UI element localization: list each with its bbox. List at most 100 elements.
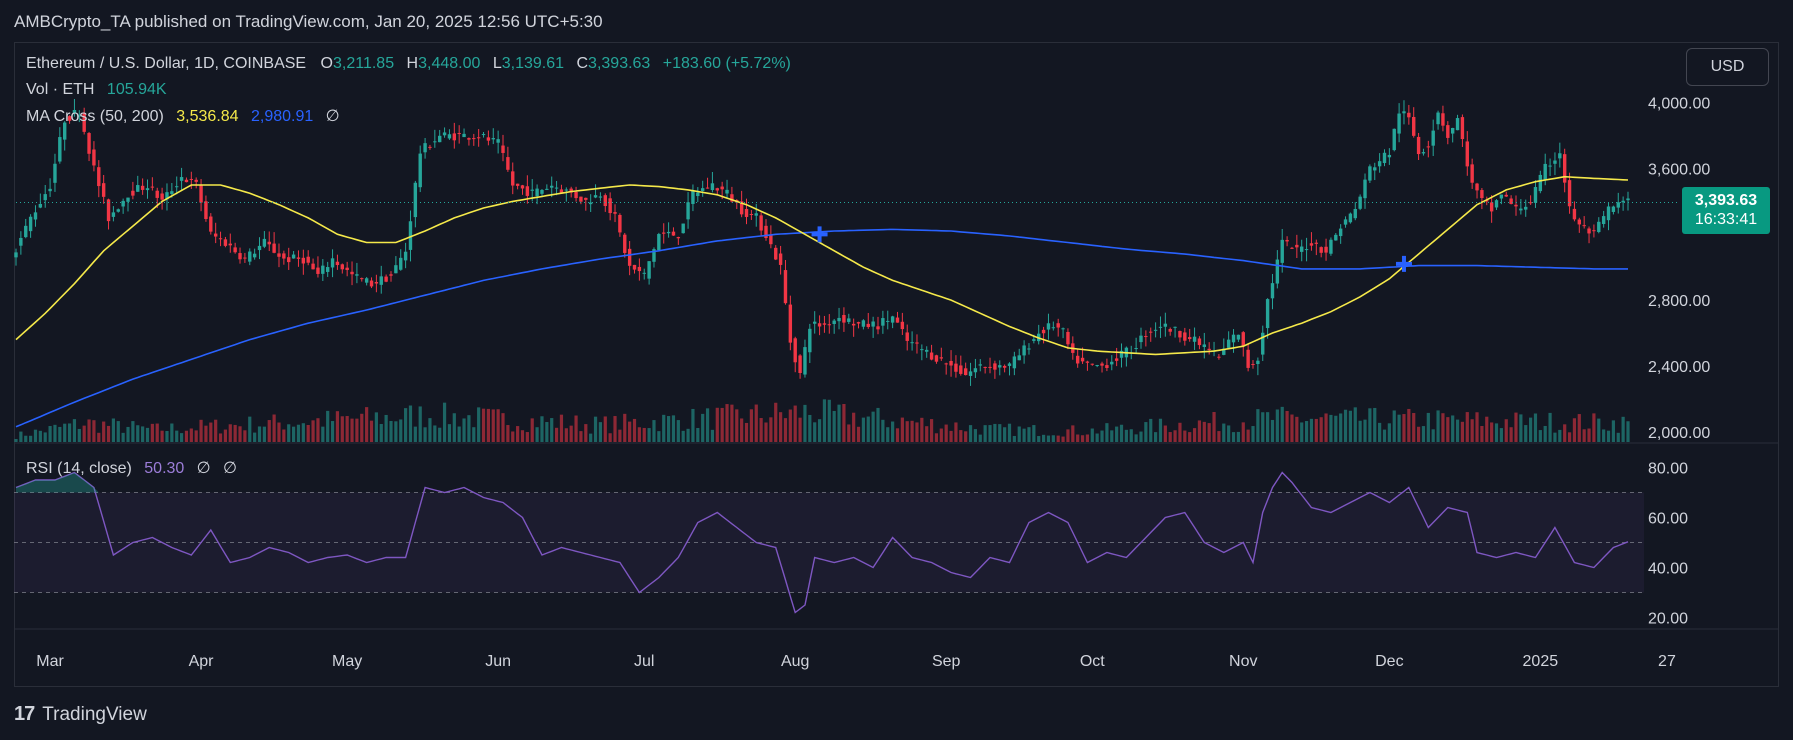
- volume-bar: [813, 422, 817, 442]
- volume-bar: [1475, 412, 1479, 442]
- candle-body: [126, 197, 130, 202]
- last-price-value: 3,393.63: [1694, 192, 1758, 209]
- volume-bar: [238, 426, 242, 442]
- volume-bar: [993, 423, 997, 442]
- rsi-tick-label: 40.00: [1648, 561, 1688, 578]
- volume-bar: [1188, 432, 1192, 442]
- candle-body: [399, 257, 403, 270]
- candle-body: [1285, 239, 1289, 242]
- volume-bar: [696, 427, 700, 442]
- volume-bar: [491, 409, 495, 442]
- candle-body: [1426, 146, 1431, 148]
- volume-bar: [769, 417, 773, 442]
- volume-bar: [452, 413, 456, 442]
- volume-bar: [793, 405, 797, 442]
- volume-bar: [715, 407, 719, 442]
- volume-bar: [808, 414, 812, 442]
- candle-body: [1407, 112, 1411, 118]
- volume-bar: [179, 433, 184, 442]
- volume-bar: [184, 430, 189, 442]
- low-value: 3,139.61: [501, 55, 565, 72]
- volume-bar: [681, 430, 685, 442]
- candle-body: [1197, 338, 1202, 346]
- volume-bar: [613, 416, 617, 442]
- volume-bar: [1300, 422, 1304, 442]
- footer-brand[interactable]: 17 TradingView: [14, 703, 147, 726]
- volume-label[interactable]: Vol · ETH: [26, 81, 95, 98]
- candle-body: [1046, 323, 1051, 330]
- volume-bar: [837, 404, 841, 442]
- symbol-label[interactable]: Ethereum / U.S. Dollar, 1D, COINBASE: [26, 55, 307, 72]
- candle-body: [710, 183, 715, 191]
- candle-body: [1192, 336, 1197, 342]
- candle-body: [369, 280, 374, 287]
- candle-body: [1470, 164, 1474, 183]
- volume-bar: [535, 427, 539, 442]
- volume-bar: [1421, 426, 1426, 442]
- candle-body: [131, 190, 135, 196]
- volume-bar: [637, 427, 641, 442]
- candle-body: [1275, 259, 1280, 284]
- volume-bar: [861, 417, 865, 442]
- volume-bar: [1241, 422, 1245, 442]
- volume-bar: [282, 429, 286, 442]
- volume-bar: [1149, 418, 1153, 442]
- volume-bar: [1051, 435, 1055, 442]
- candle-body: [623, 234, 627, 253]
- volume-bar: [822, 399, 827, 442]
- date-tick-label: Dec: [1375, 653, 1403, 670]
- volume-bar: [1124, 429, 1128, 442]
- volume-bar: [842, 403, 846, 442]
- volume-bar: [968, 425, 973, 442]
- volume-bar: [891, 421, 895, 442]
- volume-bar: [554, 427, 559, 442]
- volume-value: 105.94K: [106, 81, 167, 98]
- candle-body: [993, 363, 997, 370]
- volume-bar: [1363, 419, 1367, 442]
- candle-body: [954, 363, 958, 372]
- volume-bar: [900, 417, 904, 442]
- candle-body: [1621, 200, 1625, 203]
- rsi-tick-label: 60.00: [1648, 511, 1688, 528]
- candle-body: [657, 234, 661, 251]
- candle-body: [1558, 153, 1562, 159]
- candle-body: [218, 238, 223, 240]
- volume-bar: [481, 408, 486, 442]
- volume-bar: [1173, 430, 1177, 442]
- candle-body: [38, 203, 43, 208]
- candle-body: [92, 149, 96, 166]
- candle-body: [691, 190, 695, 204]
- ma-cross-label[interactable]: MA Cross (50, 200): [26, 108, 164, 125]
- currency-button[interactable]: USD: [1686, 48, 1769, 86]
- candle-body: [1280, 239, 1284, 263]
- volume-bar: [1100, 430, 1104, 442]
- volume-bar: [1032, 425, 1036, 442]
- volume-bar: [959, 430, 963, 442]
- volume-bar: [574, 415, 578, 442]
- volume-bar: [593, 416, 598, 442]
- date-tick-label: Apr: [189, 653, 215, 670]
- rsi-label[interactable]: RSI (14, close): [26, 460, 132, 477]
- volume-bar: [559, 414, 564, 442]
- candle-body: [788, 304, 793, 343]
- price-tick-label: 3,600.00: [1648, 162, 1710, 179]
- candle-body: [652, 249, 656, 262]
- candle-body: [676, 237, 681, 239]
- volume-bar: [1567, 432, 1572, 442]
- candle-body: [1226, 339, 1231, 348]
- volume-bar: [1465, 412, 1469, 442]
- volume-bar: [1090, 428, 1094, 442]
- candle-body: [1577, 219, 1581, 225]
- candle-body: [973, 368, 978, 373]
- candle-body: [1027, 348, 1031, 350]
- volume-bar: [1538, 430, 1542, 442]
- candle-body: [720, 186, 724, 190]
- volume-bar: [1343, 409, 1348, 442]
- volume-bar: [1441, 413, 1445, 442]
- price-tick-label: 2,000.00: [1648, 425, 1710, 442]
- candle-body: [1397, 113, 1401, 134]
- volume-bar: [287, 424, 291, 442]
- volume-bar: [1163, 425, 1167, 442]
- candle-body: [1402, 111, 1406, 114]
